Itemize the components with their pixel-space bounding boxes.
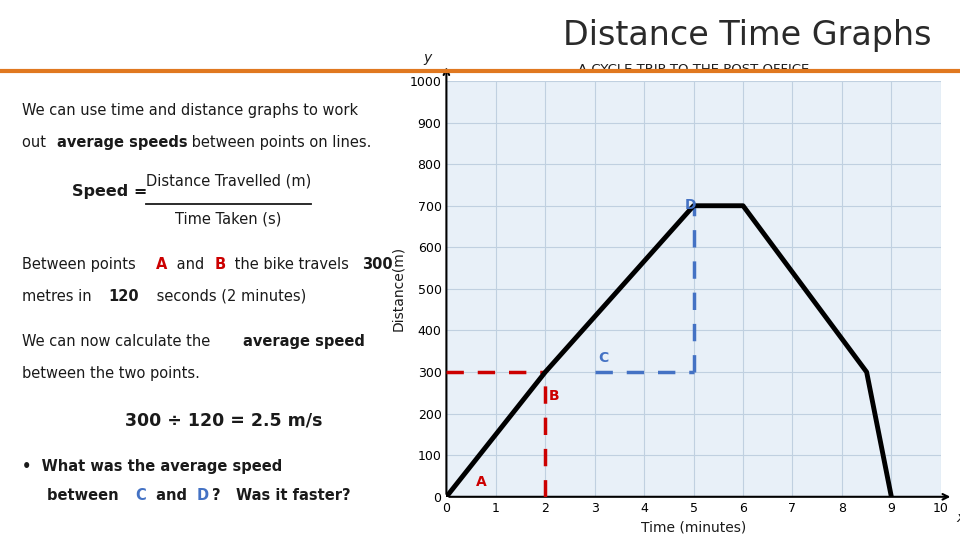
Text: average speed: average speed <box>243 334 365 349</box>
Text: 120: 120 <box>108 289 139 304</box>
Text: B: B <box>215 257 226 272</box>
Text: D: D <box>197 488 208 503</box>
Text: 300: 300 <box>363 257 394 272</box>
Text: We can now calculate the: We can now calculate the <box>22 334 215 349</box>
X-axis label: Time (minutes): Time (minutes) <box>641 520 746 534</box>
Text: between the two points.: between the two points. <box>22 366 200 381</box>
Text: C: C <box>599 350 609 365</box>
Text: A: A <box>156 257 167 272</box>
Text: out: out <box>22 134 51 150</box>
Title: A CYCLE TRIP TO THE POST OFFICE: A CYCLE TRIP TO THE POST OFFICE <box>578 63 809 76</box>
Text: B: B <box>549 389 560 403</box>
Text: •  What was the average speed: • What was the average speed <box>22 459 282 474</box>
Text: seconds (2 minutes): seconds (2 minutes) <box>152 289 306 304</box>
Text: Time Taken (s): Time Taken (s) <box>175 212 281 227</box>
Text: We can use time and distance graphs to work: We can use time and distance graphs to w… <box>22 103 358 118</box>
Text: 300 ÷ 120 = 2.5 m/s: 300 ÷ 120 = 2.5 m/s <box>125 411 323 429</box>
Text: A: A <box>476 475 487 489</box>
Text: the bike travels: the bike travels <box>230 257 354 272</box>
Text: Distance Time Graphs: Distance Time Graphs <box>563 18 931 52</box>
Point <box>305 200 317 207</box>
Text: Between points: Between points <box>22 257 140 272</box>
Text: metres in: metres in <box>22 289 96 304</box>
Text: between: between <box>47 488 124 503</box>
Text: Distance Travelled (m): Distance Travelled (m) <box>146 173 311 188</box>
Text: and: and <box>151 488 192 503</box>
Text: C: C <box>135 488 146 503</box>
Text: Speed =: Speed = <box>71 185 153 199</box>
Text: D: D <box>684 198 696 212</box>
Point <box>140 200 152 207</box>
Text: average speeds: average speeds <box>57 134 188 150</box>
Text: between points on lines.: between points on lines. <box>187 134 372 150</box>
Y-axis label: Distance(m): Distance(m) <box>392 246 405 332</box>
Text: ?   Was it faster?: ? Was it faster? <box>212 488 350 503</box>
Text: x: x <box>956 511 960 525</box>
Text: and: and <box>172 257 208 272</box>
Text: y: y <box>423 51 432 65</box>
